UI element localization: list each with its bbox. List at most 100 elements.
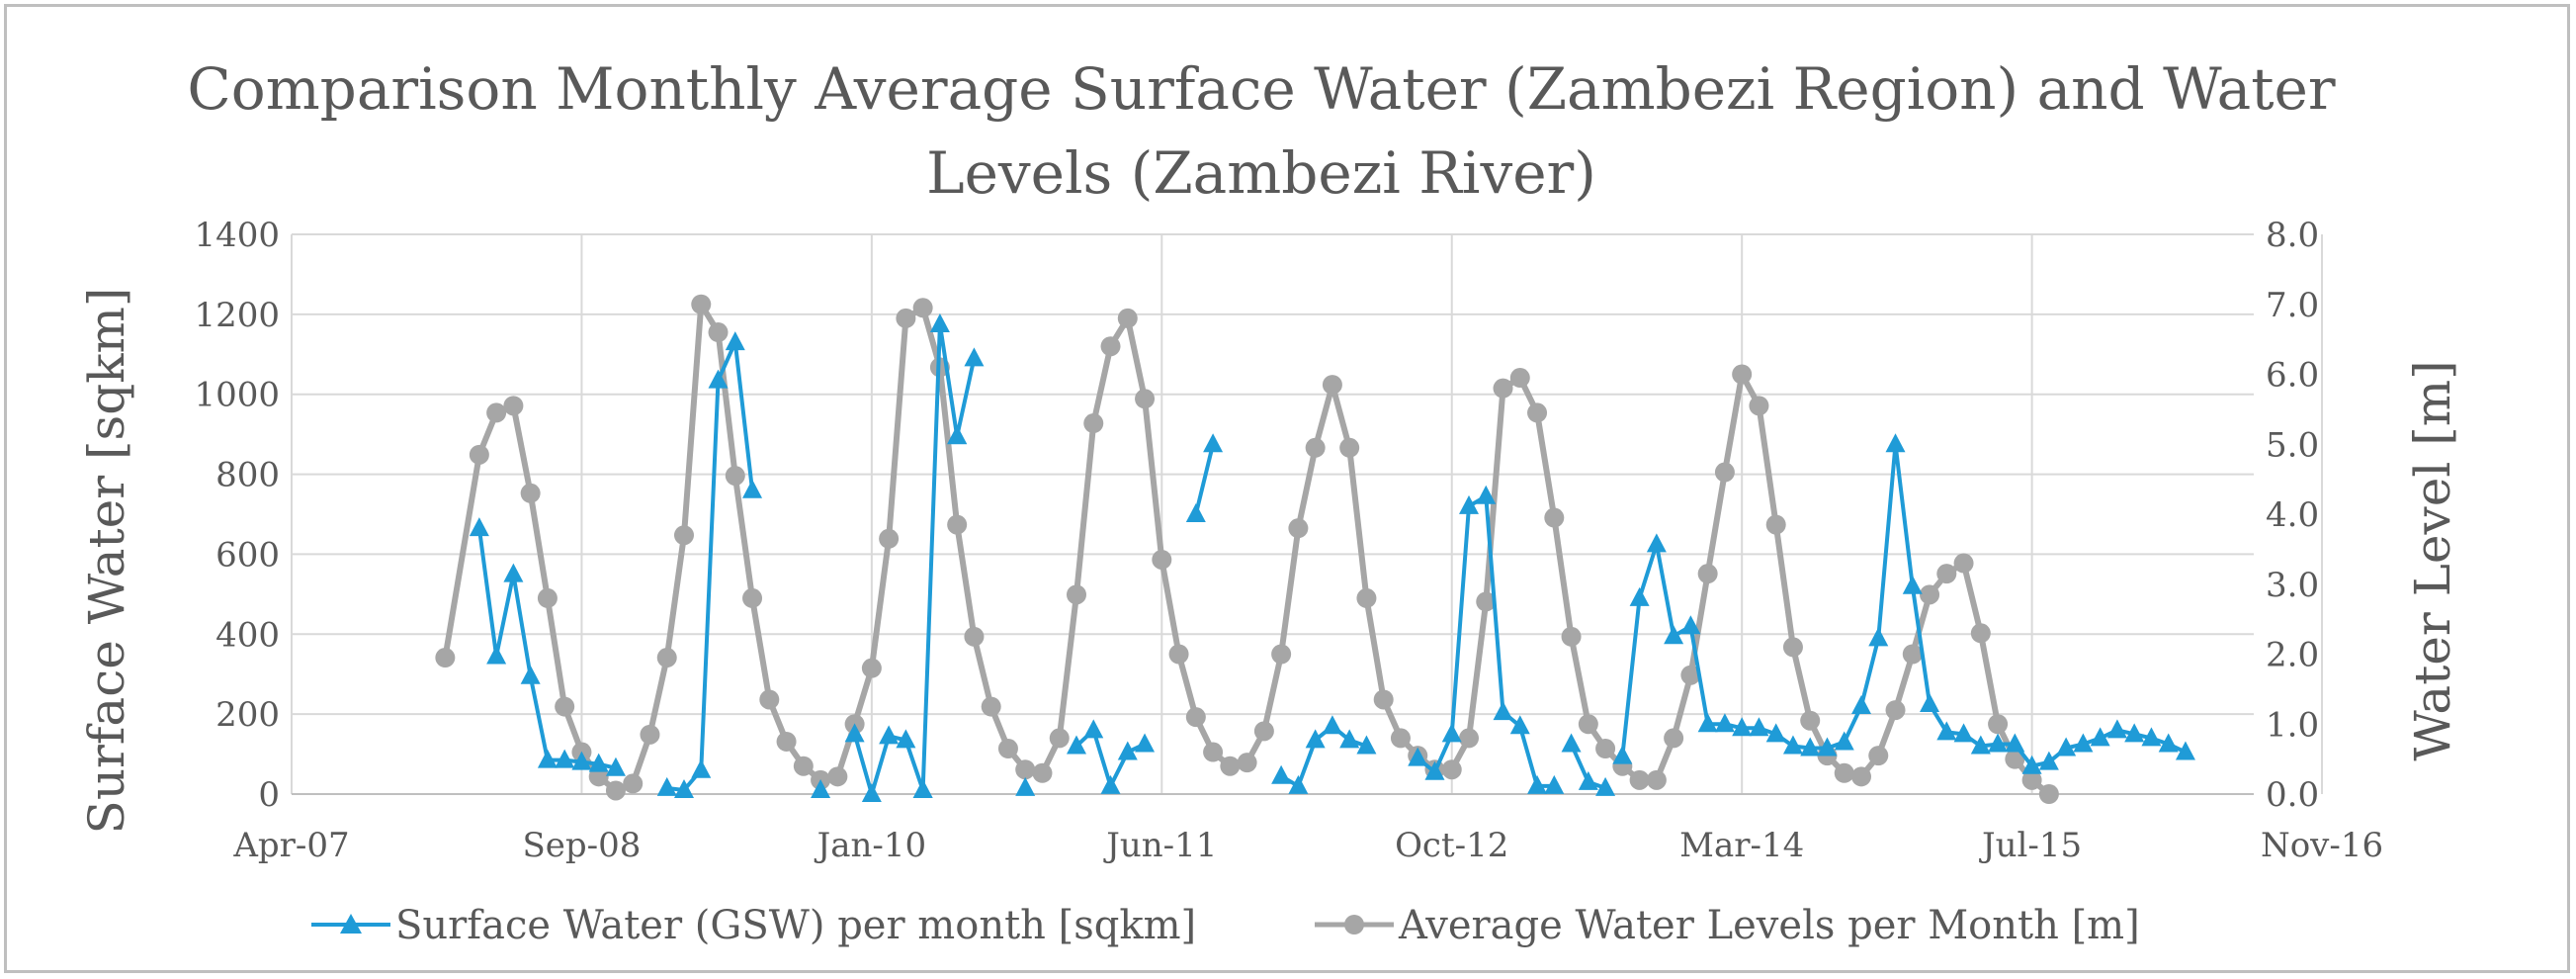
- x-tick-label: Jun-11: [1103, 826, 1217, 865]
- water-level-point: [435, 648, 456, 668]
- water-level-point: [1868, 746, 1889, 766]
- surface-water-point: [1476, 485, 1497, 504]
- surface-water-point: [1902, 575, 1923, 594]
- surface-water-point: [2021, 755, 2042, 774]
- water-level-point: [1953, 553, 1974, 574]
- surface-water-point: [1067, 735, 1086, 755]
- series-line: [1280, 724, 1368, 788]
- surface-water-point: [1953, 723, 1974, 743]
- y-right-tick-label: 0.0: [2266, 775, 2319, 815]
- surface-water-point: [1288, 774, 1309, 794]
- surface-water-point: [2141, 727, 2162, 747]
- surface-water-point: [1493, 701, 1513, 721]
- water-level-point: [1732, 364, 1753, 385]
- legend: Surface Water (GSW) per month [sqkm] Ave…: [311, 903, 2140, 948]
- water-level-point: [1646, 769, 1667, 790]
- y-right-axis-title: Water Level [m]: [2404, 360, 2461, 760]
- x-tick-label: Nov-16: [2261, 826, 2383, 865]
- surface-water-point: [964, 347, 985, 367]
- series-line: [1193, 443, 1216, 515]
- chart-title-line-2: Levels (Zambezi River): [926, 139, 1596, 207]
- surface-water-point: [1595, 776, 1616, 796]
- water-level-point: [1067, 584, 1086, 605]
- surface-water-point: [725, 331, 745, 351]
- water-level-point: [623, 773, 644, 794]
- water-level-point: [997, 739, 1018, 759]
- water-level-point: [1322, 375, 1342, 396]
- water-level-point: [1459, 728, 1479, 749]
- surface-water-point: [588, 753, 609, 772]
- legend-level-marker: [1344, 915, 1364, 934]
- water-level-point: [656, 648, 677, 668]
- water-level-point: [1015, 759, 1036, 780]
- surface-water-point: [1203, 433, 1224, 453]
- water-level-point: [1680, 665, 1701, 685]
- water-level-point: [861, 658, 882, 678]
- x-tick-label: Mar-14: [1679, 826, 1804, 865]
- water-level-point: [1595, 739, 1616, 759]
- surface-water-point: [2038, 751, 2059, 770]
- water-level-point: [1390, 728, 1411, 749]
- water-level-point: [1800, 710, 1821, 731]
- surface-water-point: [1920, 693, 1940, 713]
- water-level-point: [1765, 514, 1786, 535]
- y-right-tick-label: 4.0: [2266, 495, 2319, 535]
- surface-water-point: [1117, 741, 1138, 760]
- water-level-point: [1527, 402, 1548, 423]
- surface-water-point: [1851, 695, 1871, 715]
- water-level-point: [1203, 742, 1224, 762]
- surface-water-point: [1271, 764, 1292, 784]
- surface-water-point: [571, 751, 592, 770]
- surface-water-point: [1356, 735, 1377, 755]
- water-level-point: [1152, 549, 1172, 570]
- surface-water-point: [2005, 733, 2025, 753]
- surface-water-point: [1646, 533, 1667, 553]
- water-level-point: [674, 525, 694, 546]
- surface-water-point: [1800, 737, 1821, 756]
- water-level-point: [1220, 756, 1241, 776]
- water-level-point: [503, 396, 524, 416]
- water-level-point: [1083, 413, 1104, 434]
- water-level-point: [1714, 462, 1735, 483]
- surface-water-point: [947, 425, 968, 445]
- water-level-point: [1288, 518, 1309, 539]
- x-tick-label: Jan-10: [815, 826, 927, 865]
- surface-water-point: [896, 729, 916, 749]
- water-level-point: [1885, 700, 1906, 721]
- series-line: [442, 301, 2051, 797]
- surface-water-point: [742, 479, 763, 498]
- surface-water-point: [2073, 733, 2094, 753]
- y-left-tick-label: 200: [215, 695, 280, 735]
- x-tick-label: Oct-12: [1395, 826, 1508, 865]
- surface-water-point: [2090, 727, 2110, 747]
- water-level-point: [912, 298, 933, 318]
- surface-water-point: [1765, 723, 1786, 743]
- water-level-point: [1970, 623, 1991, 644]
- y-right-tick-label: 7.0: [2266, 286, 2319, 325]
- water-level-point: [1920, 584, 1940, 605]
- surface-water-point: [1732, 717, 1753, 737]
- water-level-point: [1476, 591, 1497, 612]
- series-surface-water: [469, 312, 2195, 802]
- surface-water-point: [503, 563, 524, 582]
- water-level-point: [725, 466, 745, 487]
- y-right-tick-label: 5.0: [2266, 425, 2319, 465]
- y-left-tick-label: 1000: [194, 376, 280, 415]
- water-level-point: [896, 308, 916, 328]
- surface-water-point: [1015, 776, 1036, 796]
- surface-water-point: [1441, 723, 1462, 743]
- water-level-point: [1578, 714, 1598, 735]
- water-level-point: [537, 587, 558, 608]
- surface-water-point: [1714, 713, 1735, 733]
- surface-water-point: [1527, 774, 1548, 794]
- surface-water-point: [708, 369, 729, 389]
- surface-water-point: [555, 749, 575, 768]
- y-right-tick-label: 6.0: [2266, 356, 2319, 396]
- water-level-point: [1117, 308, 1138, 328]
- surface-water-point: [1100, 774, 1121, 794]
- surface-water-point: [1424, 760, 1445, 780]
- water-level-point: [1629, 769, 1650, 790]
- chart-title-line-1: Comparison Monthly Average Surface Water…: [187, 55, 2335, 123]
- surface-water-point: [1544, 774, 1565, 794]
- surface-water-point: [486, 645, 507, 665]
